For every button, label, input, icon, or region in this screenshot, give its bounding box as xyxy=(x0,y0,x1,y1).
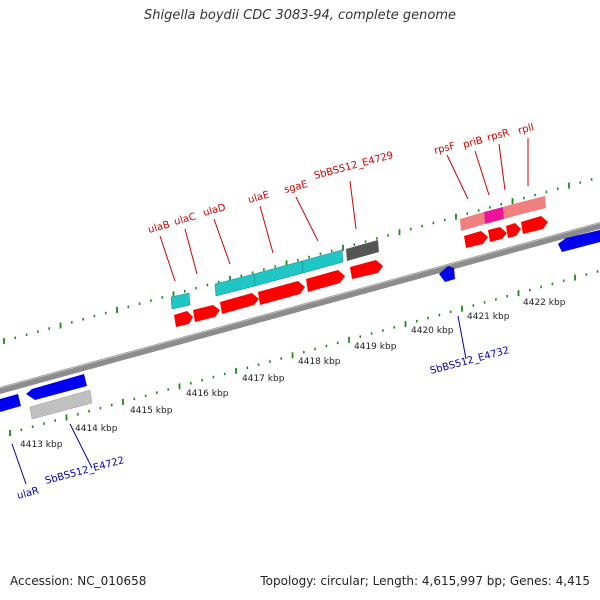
feature-rplI[interactable] xyxy=(517,196,546,215)
gene-label-priB[interactable]: priB xyxy=(462,135,484,151)
inner-tick-row xyxy=(9,270,599,436)
label-callouts-bottom xyxy=(11,315,467,485)
feature-rpsF[interactable] xyxy=(460,212,485,231)
axis-label: 4415 kbp xyxy=(130,406,173,416)
feature-SbBS512_E4729[interactable] xyxy=(346,240,379,261)
axis-label: 4418 kbp xyxy=(298,357,341,367)
feature-ulaB[interactable] xyxy=(170,292,191,310)
feature-silver[interactable] xyxy=(29,389,93,420)
feature-ulaC-ulaD[interactable] xyxy=(214,273,256,297)
cds-arrow[interactable] xyxy=(258,281,305,305)
cds-arrow[interactable] xyxy=(464,231,488,248)
axis-label: 4417 kbp xyxy=(242,374,285,384)
axis-labels: 4413 kbp 4414 kbp 4415 kbp 4416 kbp 4417… xyxy=(20,298,566,450)
feature-track-upper xyxy=(170,196,546,310)
genome-backbone-highlight xyxy=(0,222,600,389)
cds-arrow-reverse[interactable] xyxy=(0,394,21,412)
cds-arrow[interactable] xyxy=(193,305,220,322)
cds-arrow[interactable] xyxy=(220,293,259,314)
cds-arrow[interactable] xyxy=(306,270,345,292)
cds-arrow[interactable] xyxy=(174,311,193,327)
gene-label-ulaD[interactable]: ulaD xyxy=(202,202,227,219)
gene-label-ulaE[interactable]: ulaE xyxy=(247,190,271,206)
cds-arrow[interactable] xyxy=(350,260,383,279)
gene-label-sgaE[interactable]: sgaE xyxy=(283,179,309,196)
accession-text: Accession: NC_010658 xyxy=(10,574,147,588)
feature-rpsR[interactable] xyxy=(503,203,518,219)
label-callouts-top xyxy=(159,138,529,282)
axis-label: 4413 kbp xyxy=(20,440,63,450)
axis-label: 4420 kbp xyxy=(411,326,454,336)
genome-backbone xyxy=(0,222,600,394)
axis-label: 4422 kbp xyxy=(523,298,566,308)
axis-label: 4419 kbp xyxy=(354,342,397,352)
gene-label-ulaR[interactable]: ulaR xyxy=(16,486,40,502)
cds-arrow-reverse[interactable] xyxy=(439,266,455,282)
gene-label-ulaB[interactable]: ulaB xyxy=(147,220,171,236)
cds-track-reverse xyxy=(0,230,600,420)
topology-text: Topology: circular; Length: 4,615,997 bp… xyxy=(260,574,590,588)
cds-arrow[interactable] xyxy=(488,227,507,242)
gene-label-rpsR[interactable]: rpsR xyxy=(486,127,511,143)
cds-arrow[interactable] xyxy=(506,223,521,238)
axis-label: 4416 kbp xyxy=(186,389,229,399)
feature-sgaE[interactable] xyxy=(301,249,344,274)
cds-arrow-reverse[interactable] xyxy=(558,230,600,252)
cds-track-forward xyxy=(174,216,548,327)
axis-label: 4414 kbp xyxy=(75,424,118,434)
gene-label-ulaC[interactable]: ulaC xyxy=(173,212,197,228)
gene-label-SbBS512_E4729[interactable]: SbBS512_E4729 xyxy=(313,150,395,182)
feature-priB[interactable] xyxy=(484,207,504,224)
map-title: Shigella boydii CDC 3083-94, complete ge… xyxy=(143,8,457,23)
axis-label: 4421 kbp xyxy=(467,312,510,322)
gene-label-rplI[interactable]: rplI xyxy=(517,122,535,137)
gene-label-SbBS512_E4722[interactable]: SbBS512_E4722 xyxy=(44,455,126,487)
gene-label-SbBS512_E4732[interactable]: SbBS512_E4732 xyxy=(429,345,511,377)
gene-label-rpsF[interactable]: rpsF xyxy=(433,141,457,157)
cds-arrow-reverse[interactable] xyxy=(26,374,87,400)
cds-arrow[interactable] xyxy=(521,216,548,234)
